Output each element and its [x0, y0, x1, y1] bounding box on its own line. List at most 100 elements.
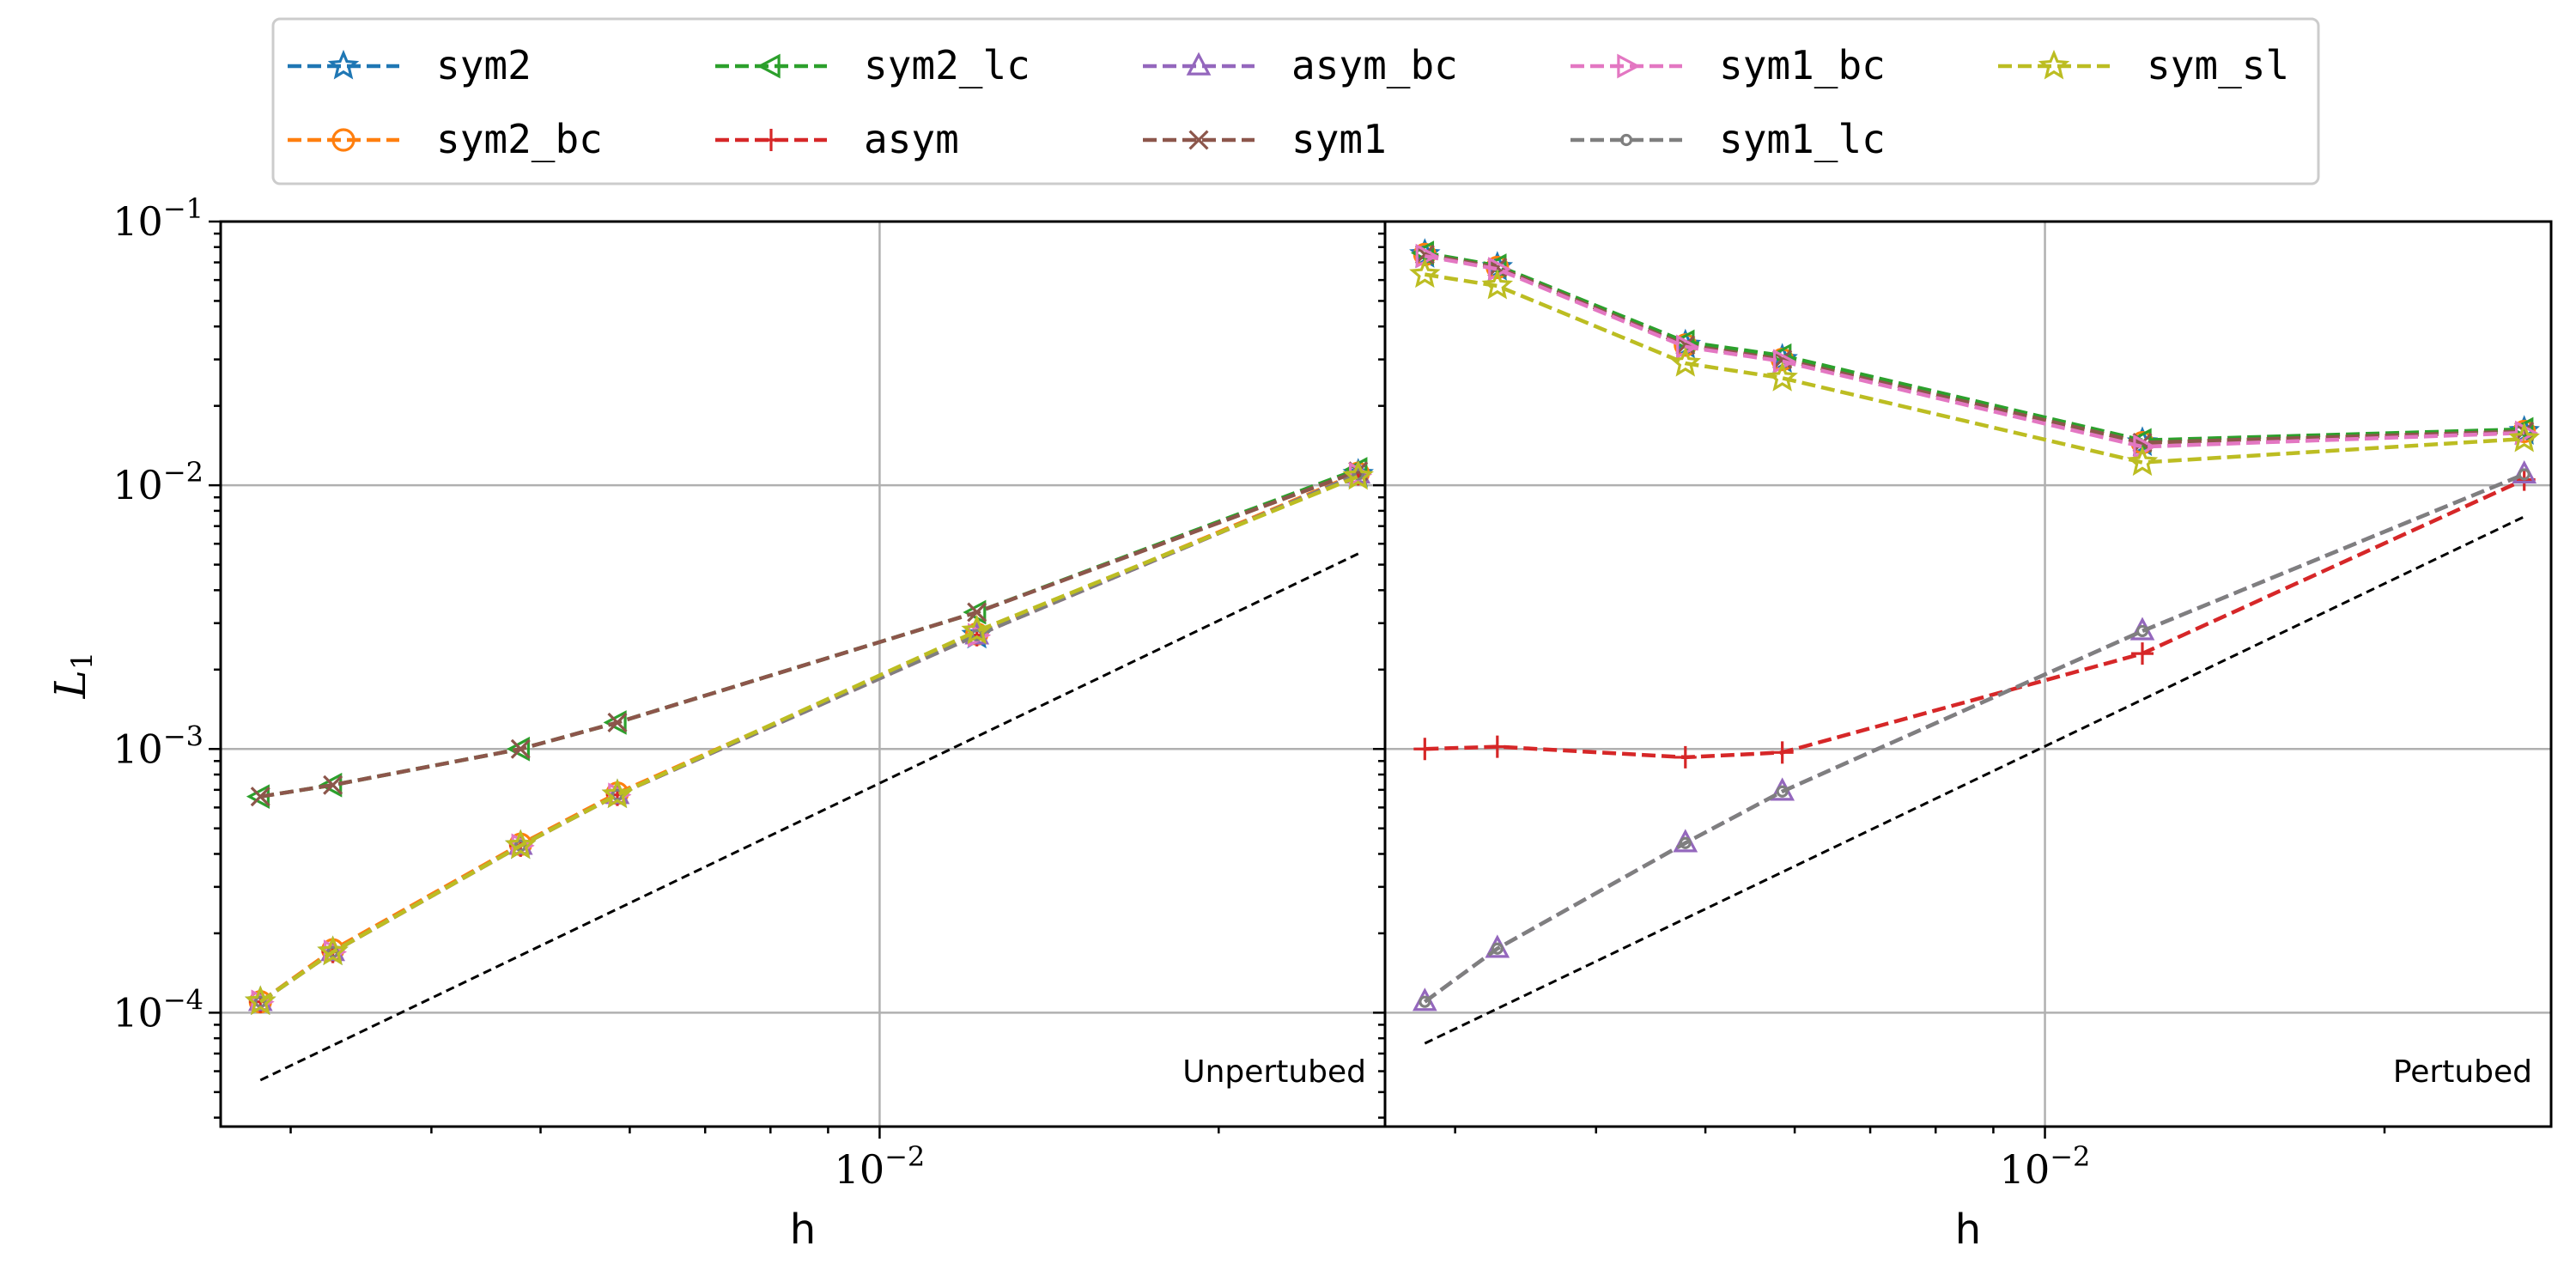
- series-line-sym1-bc: [1424, 253, 2524, 449]
- data-point-sym1: [250, 787, 270, 807]
- series-sym1-lc: [1419, 468, 2530, 1008]
- data-point-sym1-lc: [2136, 624, 2149, 638]
- data-point-sym-sl: [245, 985, 276, 1016]
- plot-frame: [219, 220, 1387, 1128]
- series-line-sym1-lc: [1424, 472, 2525, 1004]
- x-axis-title: h: [1955, 1206, 1981, 1254]
- data-point-asym: [1413, 738, 1437, 761]
- x-ticks: [289, 1127, 1220, 1139]
- series-line-sym2-bc: [1424, 252, 2524, 445]
- legend-item-asym-bc: asym_bc: [1143, 42, 1458, 88]
- series-line-asym: [258, 472, 1359, 1004]
- data-point-sym-sl: [317, 935, 349, 966]
- legend-item-asym: asym: [715, 116, 959, 162]
- legend-marker-asym: [760, 129, 782, 151]
- data-point-sym-sl: [1481, 269, 1514, 300]
- y-tick-label: 10−2: [112, 456, 204, 508]
- series-sym2-lc: [1410, 240, 2534, 453]
- y-axis-title: L1: [46, 652, 100, 700]
- grid: [221, 220, 1385, 1127]
- series-line-sym1-bc: [258, 472, 1359, 1004]
- series-line-sym2: [1424, 252, 2524, 445]
- data-point-sym1: [967, 602, 987, 623]
- series-line-asym: [1425, 477, 2525, 760]
- series-asym-bc: [1412, 459, 2537, 1012]
- y-ticks: [1373, 220, 1385, 1119]
- y-tick-label: 10−4: [112, 983, 204, 1036]
- series-asym: [249, 463, 1370, 1013]
- legend-item-sym2-bc: sym2_bc: [288, 116, 603, 162]
- data-point-sym-sl: [505, 829, 537, 860]
- data-point-asym: [2130, 642, 2154, 665]
- legend-label-asym: asym: [864, 116, 959, 162]
- legend-item-sym1: sym1: [1143, 116, 1387, 162]
- legend-frame: [271, 17, 2320, 185]
- legend-marker-sym2-bc: [331, 128, 355, 152]
- data-point-sym1-lc: [1679, 836, 1692, 849]
- legend-item-sym1-bc: sym1_bc: [1571, 42, 1886, 88]
- x-tick-label: 10−2: [835, 1140, 926, 1193]
- series-line-sym1-lc: [258, 472, 1359, 1004]
- data-point-sym-sl: [1766, 361, 1798, 392]
- data-point-sym1-lc: [2518, 468, 2530, 481]
- legend-label-sym2-lc: sym2_lc: [864, 42, 1030, 88]
- series-sym1-lc: [254, 468, 1364, 1008]
- data-point-asym: [1674, 745, 1697, 769]
- series-sym1-bc: [251, 462, 1373, 1015]
- reference-slope-line: [1424, 515, 2525, 1045]
- svg-text:L1: L1: [46, 652, 100, 700]
- x-ticks: [1454, 1127, 2386, 1139]
- data-point-asym: [1485, 735, 1509, 758]
- legend-marker-sym1-bc: [1617, 53, 1641, 79]
- series-sym-sl: [245, 459, 1374, 1016]
- data-point-sym-sl: [2508, 422, 2540, 453]
- legend-marker-sym-sl: [2038, 49, 2070, 80]
- series-asym: [1413, 468, 2536, 769]
- data-point-sym1: [2514, 421, 2535, 441]
- legend-marker-sym2: [327, 49, 360, 80]
- series-sym2-bc: [248, 461, 1370, 1014]
- data-point-sym1-bc: [1415, 243, 1439, 269]
- data-point-sym-sl: [601, 778, 634, 809]
- legend-label-sym1-bc: sym1_bc: [1719, 42, 1886, 88]
- legend-marker-sym1-lc: [1619, 133, 1633, 147]
- data-point-sym2-lc: [963, 599, 987, 625]
- series-line-sym2-lc: [1424, 251, 2524, 443]
- legend-marker-sym1: [1188, 130, 1209, 150]
- y-axis-title-subscript: 1: [65, 652, 100, 671]
- legend-marker-asym-bc: [1186, 52, 1212, 76]
- data-point-sym1: [510, 738, 531, 759]
- legend-label-asym-bc: asym_bc: [1291, 42, 1458, 88]
- data-point-sym1: [1414, 244, 1435, 264]
- data-point-asym: [1771, 741, 1794, 764]
- reference-slope-line: [259, 552, 1359, 1082]
- series-asym-bc: [247, 459, 1371, 1012]
- legend-marker-sym2-lc: [756, 53, 781, 79]
- legend-label-sym1: sym1: [1291, 116, 1387, 162]
- data-point-sym-sl: [1342, 459, 1374, 490]
- panel-annotation: Pertubed: [2393, 1054, 2532, 1090]
- y-axis-title-main: L: [46, 670, 95, 699]
- data-point-sym-sl: [2126, 446, 2159, 477]
- legend-item-sym-sl: sym_sl: [1998, 42, 2289, 88]
- series-line-sym2-bc: [258, 471, 1359, 1004]
- x-axis-title: h: [790, 1206, 816, 1254]
- data-point-sym2-lc: [506, 736, 530, 762]
- data-point-sym2-lc: [603, 710, 627, 735]
- panel-unperturbed: 10−2 10−1 10−2 10−3 10−4 h Unpertubed: [112, 192, 1387, 1254]
- series-line-sym-sl: [258, 474, 1359, 1004]
- data-point-sym1-lc: [1776, 785, 1789, 798]
- series-group: [1409, 238, 2540, 1012]
- legend-label-sym2: sym2: [436, 42, 532, 88]
- series-sym1: [1414, 244, 2535, 453]
- data-point-sym-sl: [961, 614, 993, 645]
- legend-item-sym2-lc: sym2_lc: [715, 42, 1030, 88]
- legend-label-sym2-bc: sym2_bc: [436, 116, 603, 162]
- series-sym2-lc: [246, 457, 1368, 810]
- series-line-sym1: [1424, 252, 2524, 445]
- series-line-sym1: [259, 469, 1359, 799]
- series-line-sym2: [258, 472, 1359, 1004]
